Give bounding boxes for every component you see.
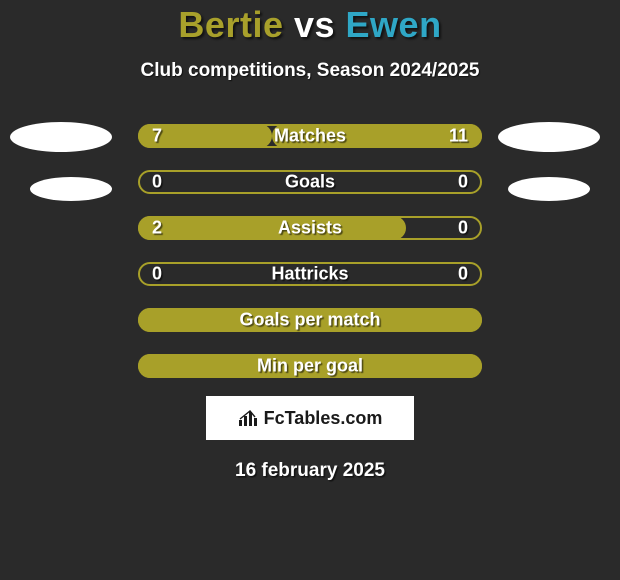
stat-row: Goals00	[138, 170, 482, 194]
stat-row: Hattricks00	[138, 262, 482, 286]
stat-row: Goals per match	[138, 308, 482, 332]
page-title: Bertie vs Ewen	[0, 4, 620, 46]
decorative-ellipse	[508, 177, 590, 201]
decorative-ellipse	[30, 177, 112, 201]
stat-row: Matches711	[138, 124, 482, 148]
stat-fill-left	[138, 216, 406, 240]
brand-badge: FcTables.com	[206, 396, 414, 440]
stat-fill-left	[138, 124, 272, 148]
stat-fill-right	[272, 124, 482, 148]
stat-fill-left	[138, 354, 482, 378]
title-vs: vs	[294, 4, 335, 45]
bar-chart-icon	[238, 408, 258, 428]
subtitle: Club competitions, Season 2024/2025	[0, 60, 620, 82]
title-player1: Bertie	[178, 4, 283, 45]
title-player2: Ewen	[346, 4, 442, 45]
stat-row: Assists20	[138, 216, 482, 240]
decorative-ellipse	[10, 122, 112, 152]
stat-fill-left	[138, 308, 482, 332]
brand-text: FcTables.com	[264, 408, 383, 429]
decorative-ellipse	[498, 122, 600, 152]
date: 16 february 2025	[0, 460, 620, 482]
stat-row: Min per goal	[138, 354, 482, 378]
stat-track	[138, 262, 482, 286]
stat-track	[138, 170, 482, 194]
